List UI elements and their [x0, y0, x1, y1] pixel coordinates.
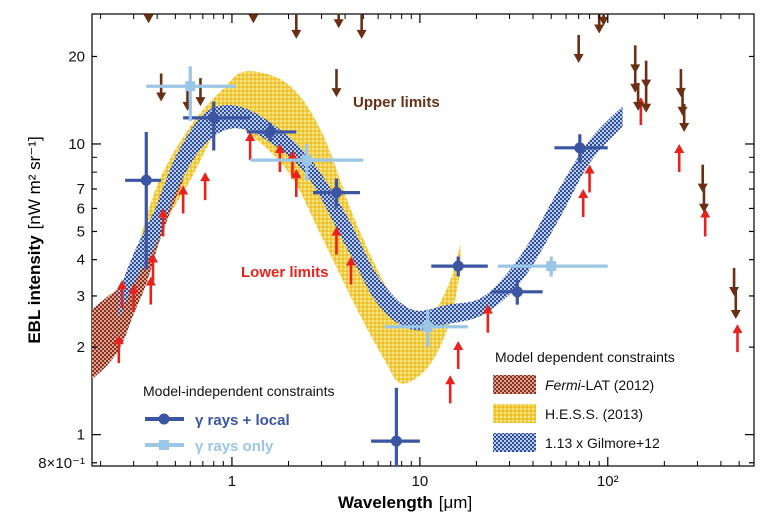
gamma-only-point: [546, 261, 557, 272]
upper-limit-arrow-head: [641, 103, 652, 113]
legend-fermi-swatch: [493, 375, 536, 394]
lower-limit-arrow-head: [158, 208, 169, 218]
legend-gamma-local-label: γ rays + local: [195, 412, 290, 429]
gilmore-band: [118, 105, 623, 331]
x-tick-label: 10²: [597, 473, 619, 490]
y-axis-label: EBL intensity[nW m² sr⁻¹]: [25, 136, 44, 343]
lower-limit-arrow-head: [113, 335, 124, 345]
y-tick-label: 5: [77, 223, 85, 240]
upper-limit-arrow-head: [248, 14, 259, 24]
legend-fermi-label: Fermi-LAT (2012): [545, 377, 654, 393]
x-tick-label: 1: [228, 473, 236, 490]
model-bands: [92, 71, 623, 384]
upper-limit-arrow-head: [630, 64, 641, 74]
legend-gamma-local-marker: [158, 413, 170, 425]
lower-limit-arrow-head: [445, 375, 456, 385]
upper-limit-arrow-head: [641, 79, 652, 89]
legend-hess-swatch: [493, 404, 536, 423]
gamma-local-point: [511, 286, 523, 298]
lower-limit-arrow-head: [291, 169, 302, 179]
lower-limit-arrow-head: [128, 283, 139, 293]
annotation-lower-limits: Lower limits: [241, 264, 329, 281]
lower-limit-arrow-head: [453, 340, 464, 350]
gamma-only-point: [301, 155, 312, 166]
lower-limit-arrow-head: [147, 253, 158, 263]
gamma-local-point: [390, 435, 402, 447]
upper-limit-arrow-head: [356, 29, 367, 39]
lower-limit-arrow-head: [245, 131, 256, 141]
lower-limit-arrow-head: [578, 188, 589, 198]
lower-limit-arrow-head: [117, 280, 128, 290]
lower-limit-arrow-head: [287, 150, 298, 160]
lower-limit-arrow-head: [732, 324, 743, 334]
upper-limit-arrow-head: [698, 203, 709, 213]
upper-limit-arrow-head: [195, 97, 206, 107]
lower-limit-arrow-head: [145, 276, 156, 286]
y-tick-label: 3: [77, 288, 85, 305]
lower-limit-arrow-head: [178, 185, 189, 195]
upper-limit-arrow-head: [333, 19, 344, 29]
y-tick-label: 7: [77, 181, 85, 198]
gamma-local-point: [574, 142, 586, 154]
y-tick-label: 6: [77, 200, 85, 217]
upper-limit-arrow-head: [573, 53, 584, 63]
upper-limit-arrow-head: [729, 286, 740, 296]
legend-gilmore-label: 1.13 x Gilmore+12: [545, 435, 660, 451]
lower-limit-arrow-head: [200, 172, 211, 182]
y-tick-label: 10: [68, 136, 85, 153]
lower-limit-arrow-head: [482, 304, 493, 314]
upper-limit-arrow-head: [129, 5, 139, 14]
upper-limit-arrow-head: [331, 88, 342, 98]
lower-limit-arrow-head: [674, 143, 685, 153]
legend-gilmore-swatch: [493, 433, 536, 452]
upper-limit-arrow-head: [679, 122, 690, 132]
gamma-only-point: [422, 321, 433, 332]
upper-limit-arrow-head: [677, 106, 688, 116]
gamma-only-point: [185, 81, 196, 92]
upper-limit-arrow-head: [633, 101, 644, 111]
y-tick-label: 20: [68, 48, 85, 65]
lower-limit-arrow-head: [345, 256, 356, 266]
hess-band: [133, 71, 461, 384]
x-tick-label: 10: [412, 473, 429, 490]
lower-limit-arrow-head: [331, 226, 342, 236]
data-points: [125, 66, 608, 466]
legend-left: Model-independent constraints γ rays + l…: [143, 383, 334, 455]
legend-right-title: Model dependent constraints: [495, 349, 675, 365]
upper-limit-arrows: [129, 5, 741, 319]
gamma-local-point: [452, 260, 464, 272]
lower-limit-arrow-head: [700, 208, 711, 218]
lower-limit-arrow-head: [584, 164, 595, 174]
legend-right: Model dependent constraints Fermi-LAT (2…: [493, 349, 675, 452]
legend-left-title: Model-independent constraints: [143, 383, 334, 399]
plot-frame: [91, 13, 755, 467]
y-tick-label: 4: [77, 252, 85, 269]
upper-limit-arrow-head: [598, 16, 609, 26]
upper-limit-arrow-head: [730, 309, 741, 319]
annotation-upper-limits: Upper limits: [353, 94, 440, 111]
gamma-local-point: [208, 112, 220, 124]
legend-hess-label: H.E.S.S. (2013): [545, 406, 643, 422]
legend-gamma-only-label: γ rays only: [195, 438, 274, 455]
x-axis-label: Wavelength [μm]: [338, 493, 472, 512]
axes: 1 10 10² 8×10⁻¹ 1 2 3 4 5 6 7 10 20: [38, 14, 755, 490]
legend-gamma-only-marker: [159, 440, 169, 450]
upper-limit-arrow-head: [143, 14, 154, 24]
upper-limit-arrow-head: [156, 92, 167, 102]
upper-limit-arrow-head: [675, 88, 686, 98]
y-tick-label: 1: [77, 427, 85, 444]
gamma-local-point: [330, 187, 342, 199]
gamma-local-point: [140, 174, 152, 186]
upper-limit-arrow-head: [291, 29, 302, 39]
lower-limit-arrow-head: [274, 143, 285, 153]
y-tick-label: 2: [77, 339, 85, 356]
y-tick-label: 8×10⁻¹: [38, 455, 85, 472]
gamma-local-point: [264, 126, 276, 138]
lower-limit-arrows: [113, 97, 743, 404]
upper-limit-arrow-head: [594, 24, 605, 34]
